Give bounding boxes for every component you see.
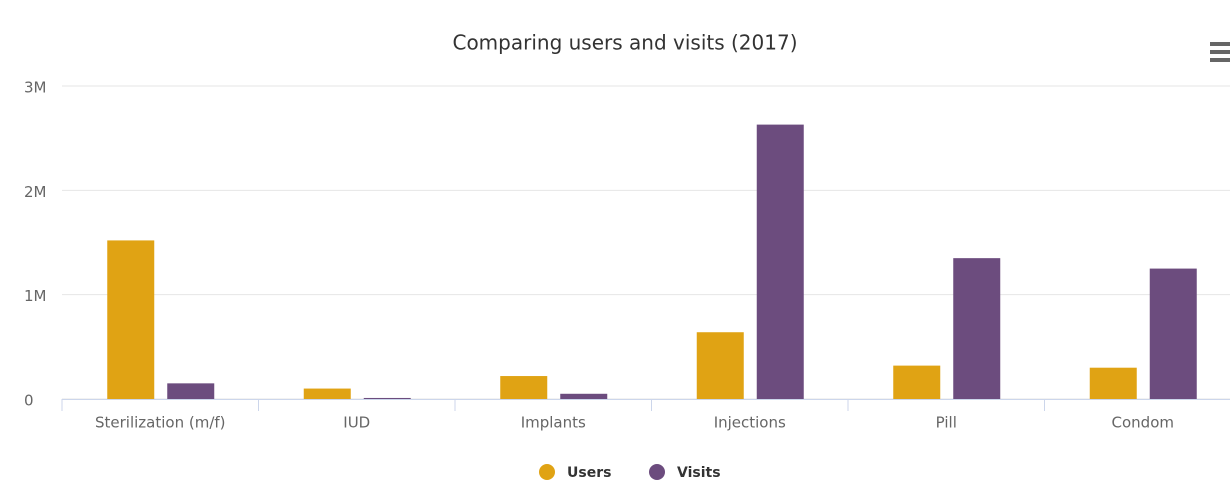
y-tick-label: 3M — [24, 79, 47, 97]
x-tick-label: Injections — [714, 414, 786, 432]
chart-title: Comparing users and visits (2017) — [452, 31, 797, 55]
y-tick-label: 0 — [24, 392, 34, 410]
bar — [953, 258, 1001, 399]
legend-label: Users — [567, 465, 611, 480]
bar — [363, 397, 411, 399]
x-tick-label: Sterilization (m/f) — [95, 414, 226, 432]
bar — [1089, 367, 1137, 399]
bar — [560, 393, 608, 399]
bar — [107, 240, 155, 399]
x-tick-label: IUD — [343, 414, 370, 432]
menu-button[interactable] — [1210, 42, 1230, 62]
bar — [1149, 268, 1197, 399]
bar — [696, 332, 744, 399]
bar — [500, 376, 548, 399]
bar — [167, 383, 215, 399]
menu-bar — [1210, 50, 1230, 54]
x-tick-label: Pill — [936, 414, 957, 432]
menu-bar — [1210, 58, 1230, 62]
x-tick-label: Condom — [1112, 414, 1174, 432]
y-tick-label: 1M — [24, 287, 47, 305]
legend-marker — [649, 464, 665, 480]
bar — [756, 124, 804, 399]
x-tick-label: Implants — [521, 414, 586, 432]
bar — [303, 388, 351, 399]
bar — [893, 365, 941, 399]
legend-marker — [539, 464, 555, 480]
menu-bar — [1210, 42, 1230, 46]
legend-label: Visits — [677, 465, 721, 480]
y-tick-label: 2M — [24, 183, 47, 201]
